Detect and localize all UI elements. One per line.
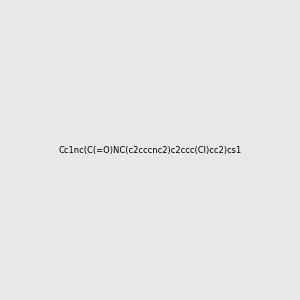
Text: Cc1nc(C(=O)NC(c2cccnc2)c2ccc(Cl)cc2)cs1: Cc1nc(C(=O)NC(c2cccnc2)c2ccc(Cl)cc2)cs1 bbox=[58, 146, 242, 154]
